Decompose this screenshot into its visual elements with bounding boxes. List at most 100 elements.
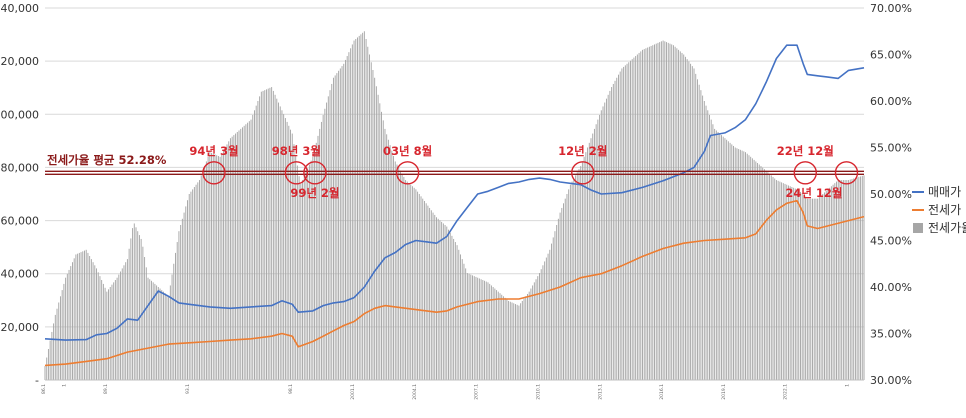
ratio-bar	[434, 214, 436, 380]
ratio-bar	[552, 237, 554, 380]
annotation-label: 03년 8월	[383, 144, 432, 158]
ratio-bar	[109, 287, 111, 380]
ratio-bar	[657, 42, 659, 380]
ratio-bar	[233, 135, 235, 380]
ratio-bar	[593, 128, 595, 380]
ratio-bar	[719, 133, 721, 380]
ratio-bar	[547, 253, 549, 380]
ratio-bar	[393, 156, 395, 380]
ratio-bar	[101, 280, 103, 380]
ratio-bar	[108, 289, 110, 380]
ratio-bar	[152, 282, 154, 380]
ratio-bar	[824, 192, 825, 380]
ratio-bar	[355, 39, 357, 380]
ratio-bar	[140, 238, 142, 380]
ratio-bar	[195, 184, 197, 380]
ratio-bar	[92, 262, 94, 380]
ratio-bar	[566, 194, 568, 380]
ratio-bar	[647, 47, 649, 381]
ratio-bar	[576, 172, 578, 380]
ratio-bar	[521, 300, 523, 380]
ratio-bar	[65, 277, 67, 380]
ratio-bar	[75, 254, 77, 380]
ratio-bar	[700, 90, 702, 381]
ratio-bar	[367, 46, 369, 380]
ratio-bar	[858, 176, 860, 380]
ratio-bar	[178, 231, 180, 380]
ratio-bar	[540, 269, 542, 380]
ratio-bar	[161, 290, 163, 380]
ratio-bar	[612, 83, 614, 380]
ratio-bar	[255, 105, 257, 381]
ratio-bar	[382, 120, 384, 380]
ratio-bar	[135, 227, 137, 380]
axes: - 20,000 40,000 60,000 80,000 100,000 120,000 1…	[0, 2, 912, 400]
ratio-bar	[200, 175, 202, 380]
annotation-label: 12년 2월	[558, 144, 607, 158]
ratio-bar	[375, 86, 377, 381]
ratio-bar	[724, 138, 726, 380]
ratio-bar	[259, 96, 261, 380]
ratio-bar	[633, 57, 635, 380]
ratio-bar	[410, 184, 412, 380]
ratio-bar	[739, 149, 741, 380]
ratio-bar	[435, 217, 437, 380]
ratio-bar	[640, 51, 642, 381]
y-right-tick-label: 60.00%	[870, 95, 912, 108]
ratio-bar	[341, 66, 343, 380]
ratio-bar	[813, 198, 815, 380]
ratio-bar	[496, 290, 498, 380]
ratio-bar	[312, 156, 314, 380]
ratio-bar	[73, 258, 75, 380]
ratio-bar	[825, 190, 827, 380]
ratio-bar	[204, 166, 206, 380]
ratio-bar	[451, 235, 453, 380]
ratio-bar	[614, 80, 616, 380]
ratio-bar	[384, 128, 386, 380]
ratio-bar	[394, 161, 396, 380]
ratio-bar	[149, 279, 151, 380]
ratio-bar	[549, 249, 551, 380]
ratio-bar	[405, 180, 407, 380]
ratio-bar	[162, 291, 164, 380]
ratio-bar	[772, 176, 774, 380]
ratio-bar	[660, 41, 662, 380]
ratio-bar	[815, 198, 817, 380]
ratio-bar	[806, 198, 808, 380]
ratio-bar	[278, 102, 279, 381]
ratio-bar	[799, 191, 801, 380]
ratio-bar	[559, 212, 561, 380]
legend-label: 매매가	[928, 185, 961, 199]
ratio-bar	[684, 56, 686, 380]
ratio-bar	[171, 274, 173, 380]
gridlines	[45, 7, 864, 381]
ratio-bar	[525, 296, 527, 380]
x-tick-label: 2010.1	[535, 384, 541, 400]
y-right-tick-label: 35.00%	[870, 328, 912, 341]
y-right-tick-label: 70.00%	[870, 2, 912, 15]
x-tick-label: 2013.1	[597, 384, 603, 400]
ratio-bar	[408, 183, 410, 380]
ratio-bar	[502, 296, 504, 380]
x-tick-label: 1	[62, 384, 68, 387]
ratio-bar	[489, 283, 491, 380]
ratio-bar	[164, 293, 166, 380]
ratio-bar	[324, 108, 326, 380]
ratio-bar	[63, 283, 65, 380]
ratio-bar	[626, 63, 628, 381]
ratio-bar	[480, 279, 482, 380]
ratio-bar	[588, 142, 590, 380]
ratio-bar	[377, 94, 379, 381]
ratio-bar	[693, 68, 695, 380]
ratio-bar	[769, 173, 771, 380]
legend-swatch-bar	[913, 223, 923, 233]
ratio-bar	[453, 238, 455, 380]
ratio-bar	[344, 59, 346, 381]
ratio-bar	[837, 180, 839, 380]
ratio-bar	[600, 110, 602, 381]
ratio-bar	[243, 125, 245, 380]
ratio-bar	[59, 296, 61, 380]
ratio-bar	[97, 272, 99, 380]
ratio-bar	[791, 187, 793, 380]
ratio-bar	[310, 160, 312, 380]
